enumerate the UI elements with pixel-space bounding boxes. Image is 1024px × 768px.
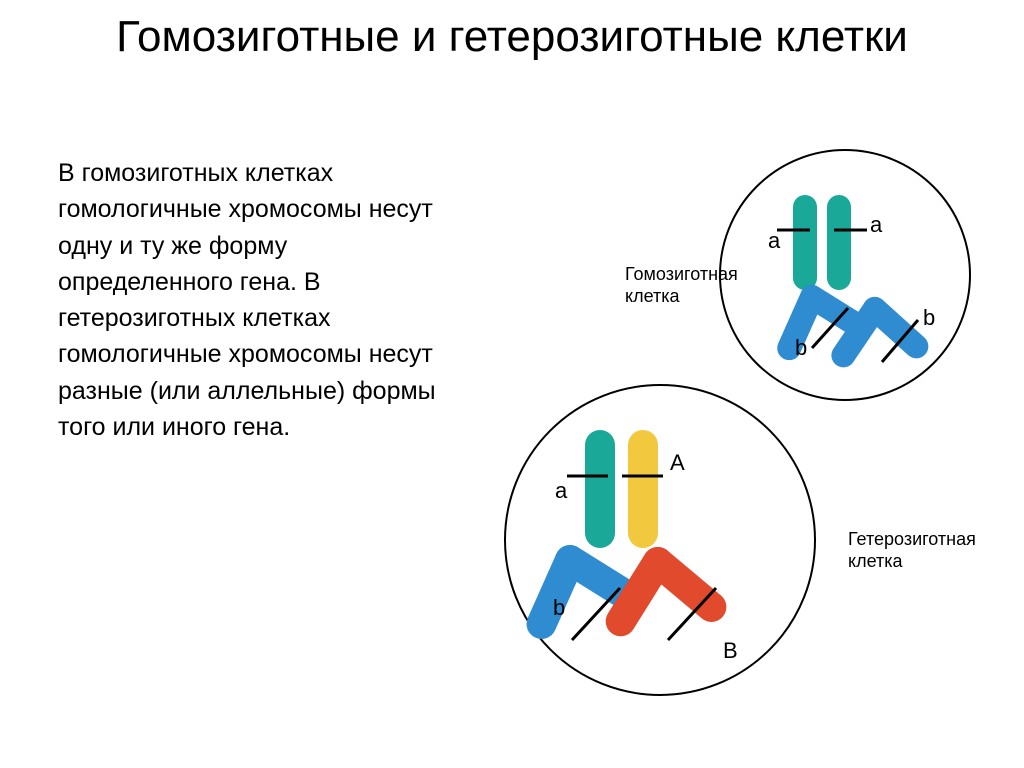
slide-title: Гомозиготные и гетерозиготные клетки <box>0 12 1024 63</box>
chromosome-rod <box>793 195 817 290</box>
allele-label: a <box>870 212 883 237</box>
slide-body-text: В гомозиготных клетках гомологичные хром… <box>58 155 458 445</box>
allele-label: b <box>923 305 935 330</box>
allele-label: b <box>795 335 807 360</box>
cell-label: Гетерозиготная <box>848 529 976 549</box>
allele-label: a <box>555 478 568 503</box>
allele-label: a <box>768 228 781 253</box>
cell-label: Гомозиготная <box>625 264 738 284</box>
cells-diagram: aabbГомозиготнаяклеткаaAbBГетерозиготная… <box>470 140 1000 700</box>
chromosome-rod <box>585 430 615 548</box>
cell-label: клетка <box>848 551 904 571</box>
allele-label: A <box>670 450 685 475</box>
slide: Гомозиготные и гетерозиготные клетки В г… <box>0 0 1024 768</box>
chromosome-rod <box>827 195 851 290</box>
cell-label: клетка <box>625 286 681 306</box>
allele-label: b <box>553 595 565 620</box>
allele-label: B <box>723 638 738 663</box>
chromosome-rod <box>628 430 658 548</box>
